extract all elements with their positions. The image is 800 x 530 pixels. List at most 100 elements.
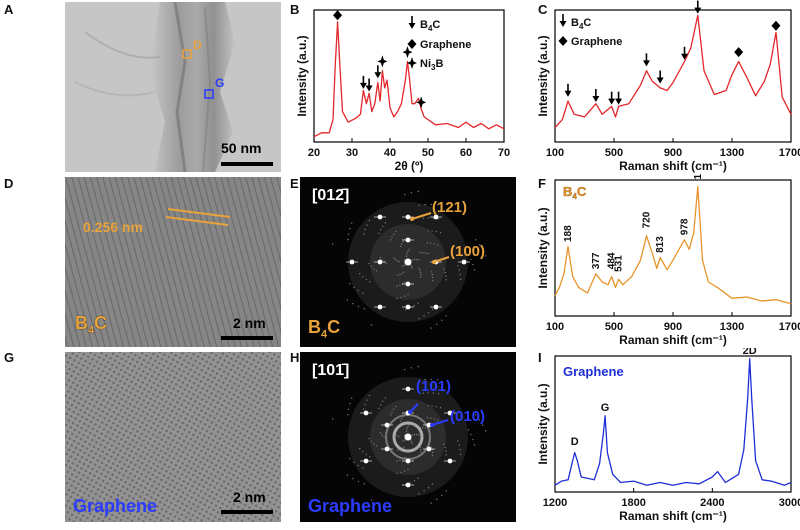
fft-noise-8	[459, 278, 462, 280]
fft-noise-16	[431, 279, 434, 282]
fft-noise-58	[410, 440, 413, 443]
fft-noise-79	[441, 319, 443, 321]
fft-noise-55	[472, 263, 474, 266]
peak-label-5: 813	[655, 236, 666, 253]
fft-noise-127	[398, 435, 400, 438]
x-tick-label-1: 500	[605, 321, 623, 333]
zone-axis-e: [012̄]	[312, 187, 350, 204]
peak-marker-5-head	[656, 77, 664, 84]
x-tick-label-2: 40	[384, 147, 396, 159]
fft-noise-97	[444, 271, 446, 274]
fft-noise-78	[424, 378, 426, 381]
fft-center-spot	[404, 258, 412, 266]
fft-noise-96	[391, 236, 393, 238]
fft-noise-109	[378, 407, 380, 410]
fft-noise-122	[363, 233, 365, 235]
fft-noise-24	[411, 442, 413, 444]
fft-noise-120	[427, 405, 429, 407]
x-tick-label-4: 1700	[779, 147, 800, 159]
fft-noise-94	[422, 252, 424, 254]
panel-letter-a: A	[4, 2, 14, 17]
peak-marker-8	[734, 47, 744, 58]
box-g-label: G	[215, 76, 225, 90]
fft-noise-108	[407, 293, 409, 296]
plot-frame	[554, 9, 792, 143]
fft-noise-5	[436, 419, 439, 421]
spot-label-121: (121)	[432, 199, 468, 216]
fft-noise-106	[385, 263, 387, 265]
scalebar-a	[221, 162, 273, 166]
fft-noise-22	[346, 474, 349, 476]
scalebar-a-label: 50 nm	[221, 140, 262, 156]
fft-noise-135	[347, 238, 349, 241]
legend-label-graphene-i: Graphene	[563, 364, 624, 379]
fft-noise-116	[403, 446, 405, 448]
fft-arrow-0	[411, 212, 432, 220]
fft-noise-67	[349, 402, 351, 405]
fft-noise-134	[431, 483, 434, 486]
fft-noise-132	[369, 281, 371, 283]
fft-noise-119	[375, 270, 378, 272]
legend-label-ni3b: Ni3B	[420, 58, 443, 72]
fft-noise-115	[411, 434, 414, 436]
fft-noise-93	[396, 435, 398, 437]
fft-noise-98	[365, 278, 368, 281]
fft-noise-20	[368, 394, 371, 397]
fft-noise-89	[470, 258, 472, 261]
fft-noise-54	[366, 399, 368, 401]
phase-label-chart-f: B4C	[563, 184, 587, 201]
fft-noise-112	[418, 379, 420, 381]
fft-noise-86	[431, 230, 433, 232]
panel-letter-g: G	[4, 350, 15, 365]
x-tick-label-1: 1800	[621, 497, 645, 509]
fft-noise-22	[346, 299, 349, 301]
x-axis-label: Raman shift (cm⁻¹)	[619, 333, 727, 347]
fft-noise-105	[419, 269, 421, 271]
fft-noise-68	[482, 249, 484, 251]
peak-marker-4-head	[642, 60, 650, 67]
fft-noise-47	[415, 258, 418, 261]
scalebar-g	[221, 510, 273, 514]
fft-noise-57	[417, 365, 420, 368]
x-tick-label-3: 1300	[720, 147, 744, 159]
fft-noise-10	[436, 379, 439, 381]
fft-noise-124	[363, 308, 365, 310]
fft-noise-59	[394, 258, 397, 261]
fft-noise-6	[396, 472, 398, 475]
fft-noise-81	[413, 433, 416, 436]
phase-label-graphene: Graphene	[73, 496, 158, 516]
fringe-line-2	[165, 216, 229, 226]
fft-noise-90	[357, 480, 360, 483]
fft-noise-138	[405, 256, 408, 258]
peak-marker-7-head	[694, 7, 702, 14]
peak-label-3: 531	[614, 255, 625, 272]
fft-noise-81	[413, 258, 416, 261]
fft-arrow-1	[431, 419, 449, 426]
legend-label-b4c: B4C	[420, 19, 440, 33]
fft-noise-1	[402, 265, 404, 267]
fft-noise-136	[474, 239, 477, 241]
spot-label-100: (100)	[450, 243, 486, 260]
fft-noise-131	[443, 443, 445, 445]
fft-noise-72	[383, 436, 385, 438]
fft-noise-121	[417, 477, 419, 479]
fft-noise-91	[410, 367, 413, 369]
fft-noise-74	[403, 295, 406, 297]
fft-noise-27	[396, 285, 398, 287]
fft-noise-96	[391, 411, 393, 413]
fft-noise-43	[353, 286, 355, 289]
fft-noise-28	[394, 230, 397, 233]
x-tick-label-0: 100	[546, 321, 564, 333]
fft-noise-9	[349, 282, 351, 285]
fft-noise-108	[407, 468, 409, 471]
fft-noise-111	[362, 292, 364, 294]
fft-noise-94	[422, 427, 424, 429]
fft-noise-118	[430, 271, 433, 273]
fft-pattern-b4c: [012̄] (121) (100) B4C	[300, 177, 516, 347]
plot-frame	[554, 355, 792, 493]
y-axis-label: Intensity (a.u.)	[295, 35, 309, 116]
fft-noise-87	[413, 480, 416, 482]
hrtem-image-b4c: 0.256 nm B4C 2 nm	[65, 177, 281, 347]
fft-noise-90	[357, 305, 360, 308]
fft-noise-33	[350, 222, 353, 224]
